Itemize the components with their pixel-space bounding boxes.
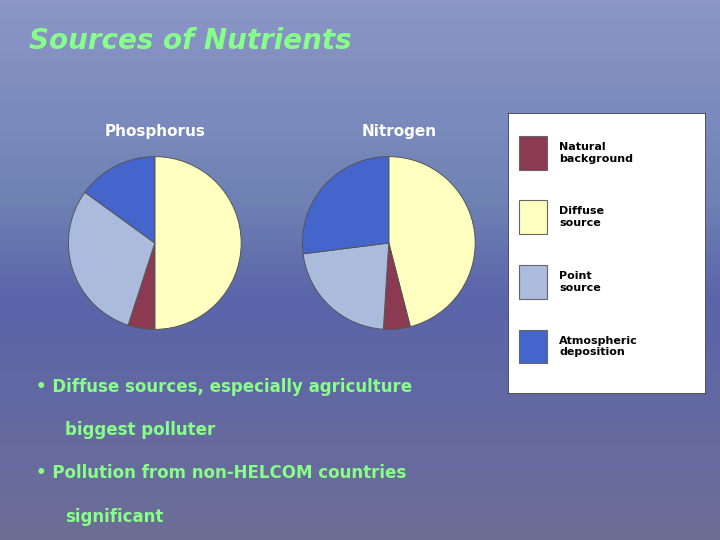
Text: • Pollution from non-HELCOM countries: • Pollution from non-HELCOM countries	[36, 464, 406, 482]
Wedge shape	[155, 157, 241, 329]
Text: Point
source: Point source	[559, 271, 600, 293]
Bar	[520, 136, 547, 170]
Text: Sources of Nutrients: Sources of Nutrients	[29, 27, 351, 55]
Text: significant: significant	[65, 508, 163, 525]
Bar	[520, 265, 547, 299]
Wedge shape	[302, 157, 389, 254]
Wedge shape	[68, 192, 155, 325]
Bar	[520, 329, 547, 363]
Wedge shape	[128, 243, 155, 329]
Text: Natural
background: Natural background	[559, 142, 633, 164]
Wedge shape	[389, 157, 475, 327]
Bar	[520, 200, 547, 234]
Text: Diffuse
source: Diffuse source	[559, 206, 604, 228]
Text: Phosphorus: Phosphorus	[104, 124, 205, 139]
Wedge shape	[383, 243, 410, 329]
Text: Atmospheric
deposition: Atmospheric deposition	[559, 336, 638, 357]
Text: • Diffuse sources, especially agriculture: • Diffuse sources, especially agricultur…	[36, 378, 412, 396]
Wedge shape	[303, 243, 389, 329]
Text: Nitrogen: Nitrogen	[362, 124, 437, 139]
Text: biggest polluter: biggest polluter	[65, 421, 215, 439]
Wedge shape	[85, 157, 155, 243]
